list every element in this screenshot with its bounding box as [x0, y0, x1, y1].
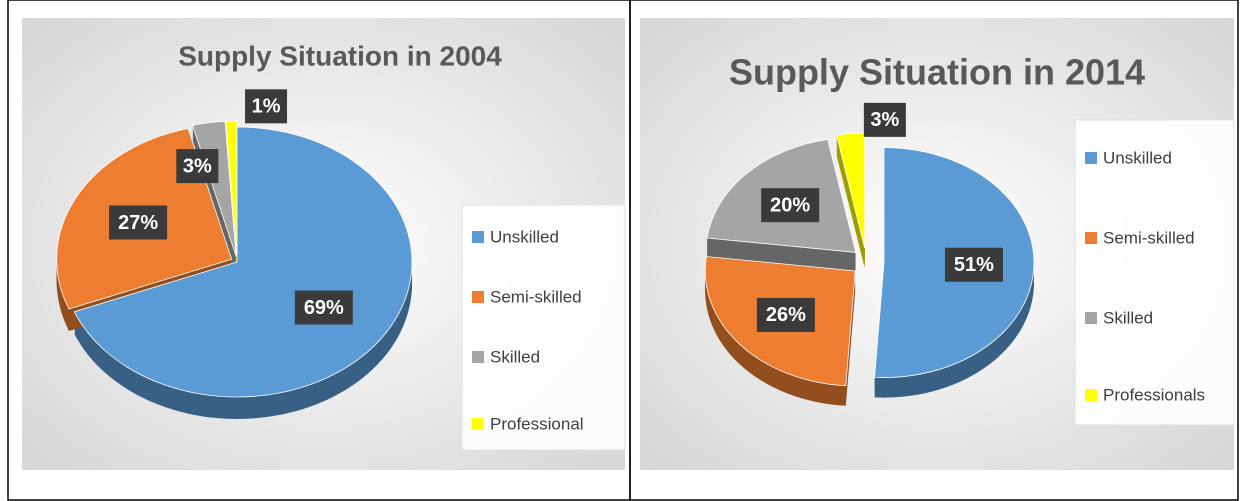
- data-label: 26%: [766, 304, 806, 326]
- legend-swatch: [472, 351, 484, 363]
- chart-title: Supply Situation in 2014: [729, 52, 1145, 93]
- data-label: 3%: [870, 109, 899, 131]
- chart-title: Supply Situation in 2004: [178, 40, 502, 71]
- legend-label: Unskilled: [1103, 148, 1172, 167]
- legend-label: Professional: [490, 414, 584, 433]
- legend-label: Semi-skilled: [1103, 228, 1195, 247]
- legend-swatch: [1085, 312, 1097, 324]
- legend-label: Semi-skilled: [490, 287, 582, 306]
- data-label: 27%: [118, 212, 158, 234]
- legend-label: Skilled: [1103, 308, 1153, 327]
- legend-swatch: [1085, 389, 1097, 401]
- legend-swatch: [472, 291, 484, 303]
- data-label: 69%: [304, 297, 344, 319]
- data-label: 51%: [954, 254, 994, 276]
- legend-label: Professionals: [1103, 385, 1205, 404]
- data-label-box: [176, 149, 219, 184]
- data-label-box: [863, 102, 906, 137]
- data-label-box: [294, 290, 353, 325]
- legend-swatch: [472, 418, 484, 430]
- data-label: 20%: [770, 194, 810, 216]
- legend: [1074, 119, 1235, 426]
- legend-swatch: [1085, 232, 1097, 244]
- legend-label: Unskilled: [490, 227, 559, 246]
- slice: [225, 120, 238, 257]
- legend-swatch: [472, 231, 484, 243]
- legend-label: Skilled: [490, 347, 540, 366]
- data-label: 1%: [252, 96, 281, 118]
- slice: [73, 126, 413, 398]
- data-label-box: [944, 247, 1003, 282]
- legend-swatch: [1085, 152, 1097, 164]
- table-cell: [629, 0, 1239, 501]
- data-label-box: [245, 89, 288, 124]
- data-label: 3%: [183, 155, 212, 177]
- data-label-box: [109, 205, 168, 240]
- legend: [461, 204, 626, 451]
- data-label-box: [756, 297, 815, 332]
- data-label-box: [761, 188, 820, 223]
